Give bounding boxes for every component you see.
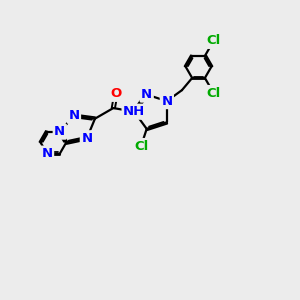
Text: Cl: Cl — [206, 34, 221, 47]
Text: NH: NH — [123, 105, 145, 118]
Text: O: O — [110, 87, 122, 100]
Text: N: N — [68, 110, 80, 122]
Text: N: N — [54, 125, 65, 138]
Text: N: N — [41, 147, 52, 160]
Text: Cl: Cl — [134, 140, 148, 152]
Text: N: N — [141, 88, 152, 101]
Text: N: N — [81, 132, 92, 145]
Text: N: N — [161, 94, 172, 108]
Text: Cl: Cl — [206, 86, 221, 100]
